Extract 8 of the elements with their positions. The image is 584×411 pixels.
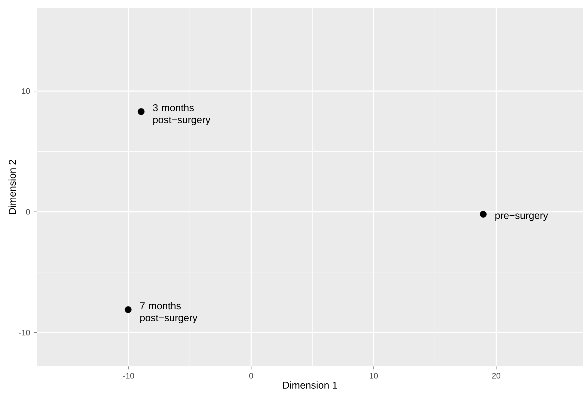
point: [480, 211, 487, 218]
x-axis-title: Dimension 1: [283, 382, 338, 390]
y-axis-title: Dimension 2: [8, 160, 16, 214]
annotation: 7 months post−surgery: [140, 302, 198, 324]
annotation: pre−surgery: [496, 214, 548, 222]
annotation: 3 months post−surgery: [153, 104, 211, 126]
point: [138, 108, 145, 116]
point: [124, 306, 132, 314]
